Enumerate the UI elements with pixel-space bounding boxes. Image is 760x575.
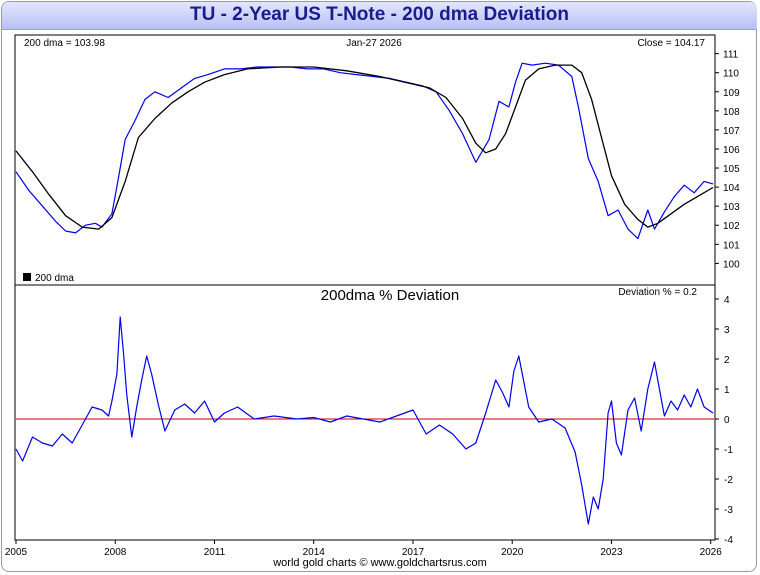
deviation-y-tick-label: 0 (724, 415, 730, 426)
price-y-tick-label: 101 (723, 240, 740, 251)
price-y-tick-label: 111 (723, 50, 739, 61)
legend-swatch (23, 273, 31, 281)
deviation-y-tick-label: -1 (724, 445, 733, 456)
deviation-y-tick-label: 2 (724, 355, 730, 366)
title-bar: TU - 2-Year US T-Note - 200 dma Deviatio… (2, 2, 757, 30)
chart-title: TU - 2-Year US T-Note - 200 dma Deviatio… (189, 4, 570, 25)
date-label: Jan-27 2026 (346, 38, 402, 49)
x-tick-label: 2017 (402, 547, 425, 558)
price-y-tick-label: 103 (723, 202, 740, 213)
deviation-line (15, 316, 714, 525)
price-panel-border (14, 34, 716, 286)
footer-credit: world gold charts © www.goldchartsrus.co… (273, 557, 487, 569)
deviation-y-tick-label: -2 (724, 475, 733, 486)
price-y-tick-label: 102 (723, 221, 740, 232)
x-tick-label: 2008 (104, 547, 127, 558)
price-y-tick-label: 109 (723, 88, 740, 99)
deviation-panel-border (14, 284, 716, 541)
deviation-y-tick-label: -4 (724, 535, 733, 546)
x-tick-label: 2014 (303, 547, 326, 558)
price-y-tick-label: 104 (723, 183, 740, 194)
price-y-tick-label: 100 (723, 259, 740, 270)
price-y-tick-label: 107 (723, 126, 740, 137)
deviation-y-tick-label: 4 (724, 295, 730, 306)
deviation-y-tick-label: 1 (724, 385, 730, 396)
x-tick-label: 2011 (204, 547, 226, 558)
deviation-y-tick-label: 3 (724, 325, 730, 336)
dma-line (15, 64, 714, 230)
price-y-tick-label: 110 (723, 69, 739, 80)
deviation-y-tick-label: -3 (724, 505, 733, 516)
x-tick-label: 2020 (501, 547, 524, 558)
dma-value-label: 200 dma = 103.98 (24, 38, 105, 49)
price-y-tick-label: 105 (723, 164, 740, 175)
legend-label: 200 dma (35, 273, 74, 284)
price-y-tick-label: 108 (723, 107, 740, 118)
deviation-value-label: Deviation % = 0.2 (618, 287, 697, 298)
price-y-tick-label: 106 (723, 145, 740, 156)
close-value-label: Close = 104.17 (637, 38, 705, 49)
deviation-title: 200dma % Deviation (321, 287, 459, 304)
x-tick-label: 2023 (600, 547, 623, 558)
x-tick-label: 2005 (5, 547, 28, 558)
x-tick-label: 2026 (700, 547, 723, 558)
